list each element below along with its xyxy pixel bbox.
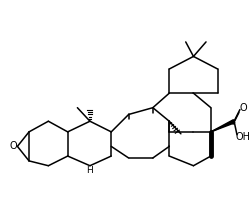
Text: H: H	[86, 166, 93, 175]
Text: O: O	[239, 103, 246, 113]
Polygon shape	[210, 120, 234, 132]
Text: OH: OH	[234, 132, 249, 142]
Text: O: O	[10, 141, 17, 151]
